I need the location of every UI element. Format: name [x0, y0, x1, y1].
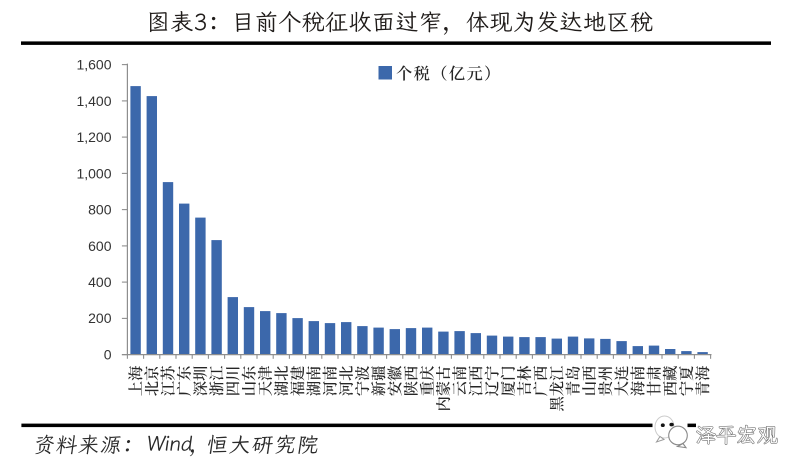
svg-text:1,000: 1,000 [76, 165, 111, 181]
svg-text:1,600: 1,600 [76, 57, 111, 73]
svg-text:1,200: 1,200 [76, 129, 111, 145]
svg-text:800: 800 [88, 202, 112, 218]
svg-text:0: 0 [104, 347, 112, 363]
svg-text:600: 600 [88, 238, 112, 254]
svg-text:200: 200 [88, 310, 112, 326]
svg-text:1,400: 1,400 [76, 93, 111, 109]
svg-text:400: 400 [88, 274, 112, 290]
